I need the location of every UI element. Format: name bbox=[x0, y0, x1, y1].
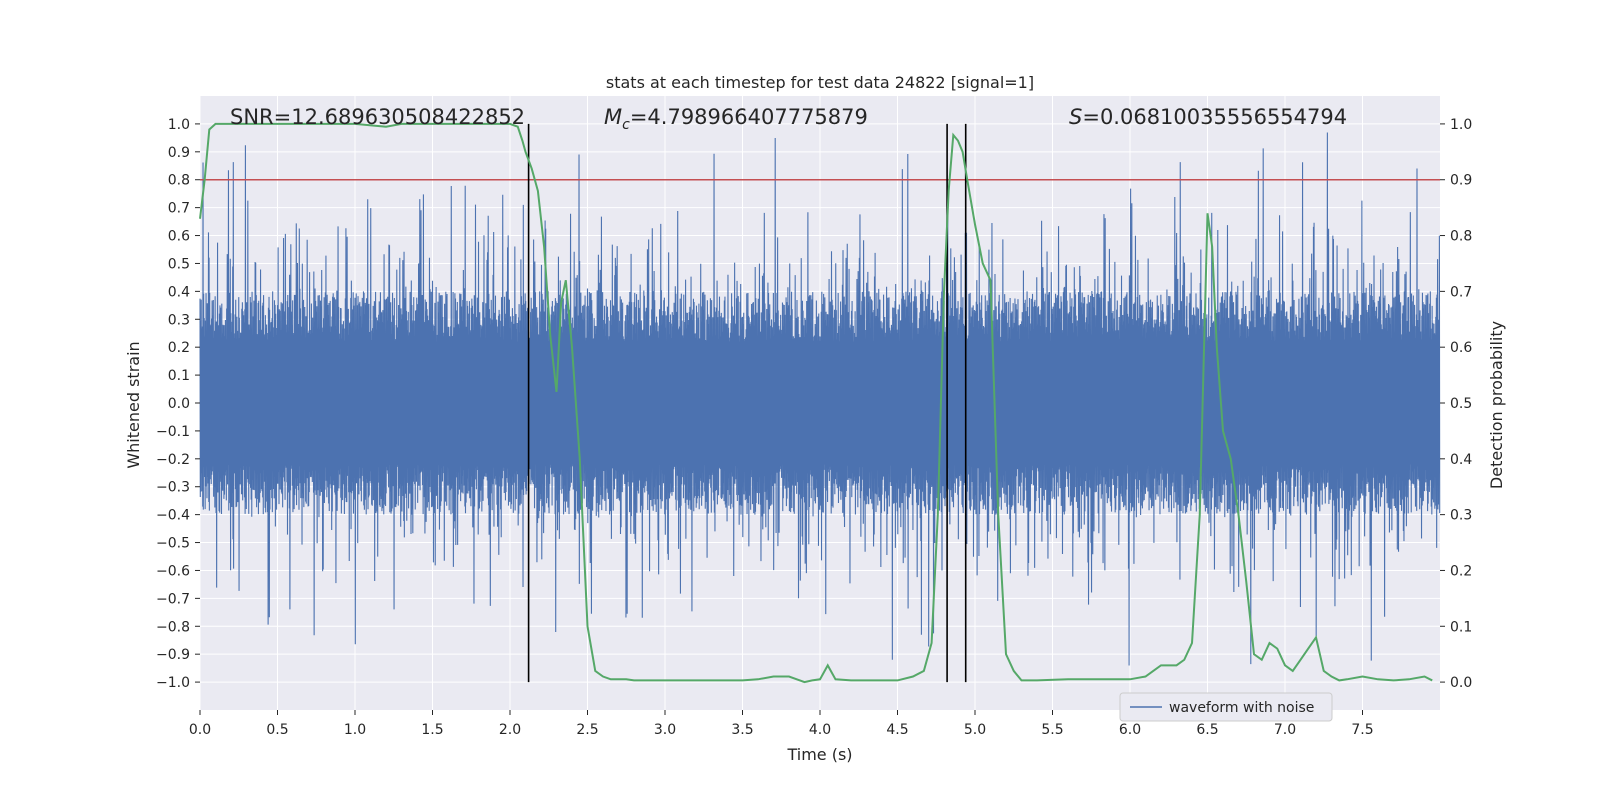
y-left-tick-label: 0.9 bbox=[168, 145, 190, 161]
y-left-tick-label: −0.4 bbox=[156, 508, 190, 524]
legend: waveform with noise bbox=[1119, 692, 1333, 722]
y-left-tick-label: −0.3 bbox=[156, 480, 190, 496]
chirp-mass-symbol: M bbox=[604, 105, 622, 129]
y-left-tick-label: 0.3 bbox=[168, 312, 190, 328]
x-tick-label: 2.5 bbox=[576, 722, 598, 738]
y-right-tick-label: 0.1 bbox=[1450, 619, 1472, 635]
x-tick-label: 6.0 bbox=[1119, 722, 1141, 738]
y-left-tick-label: −0.2 bbox=[156, 452, 190, 468]
y-left-tick-label: −0.9 bbox=[156, 647, 190, 663]
x-tick-label: 2.0 bbox=[499, 722, 521, 738]
y-left-tick-label: −0.7 bbox=[156, 591, 190, 607]
x-tick-label: 0.5 bbox=[266, 722, 288, 738]
x-tick-label: 5.5 bbox=[1041, 722, 1063, 738]
x-tick-label: 4.5 bbox=[886, 722, 908, 738]
snr-annotation: SNR=12.689630508422852 bbox=[230, 105, 525, 129]
legend-label-waveform: waveform with noise bbox=[1169, 700, 1314, 716]
y-right-tick-label: 0.7 bbox=[1450, 284, 1472, 300]
y-right-tick-label: 0.2 bbox=[1450, 563, 1472, 579]
y-right-tick-label: 0.8 bbox=[1450, 229, 1472, 245]
y-right-tick-label: 0.4 bbox=[1450, 452, 1472, 468]
legend-box bbox=[1119, 692, 1333, 722]
y-left-tick-label: −0.8 bbox=[156, 619, 190, 635]
x-tick-label: 3.5 bbox=[731, 722, 753, 738]
chart-title: stats at each timestep for test data 248… bbox=[606, 73, 1034, 92]
x-tick-label: 7.5 bbox=[1351, 722, 1373, 738]
y-right-tick-label: 0.3 bbox=[1450, 508, 1472, 524]
s-annotation: S=0.06810035556554794 bbox=[1069, 105, 1347, 129]
x-tick-label: 1.5 bbox=[421, 722, 443, 738]
x-tick-label: 1.0 bbox=[344, 722, 366, 738]
y-left-tick-label: 0.5 bbox=[168, 256, 190, 272]
y-left-tick-labels: 1.0 0.9 0.8 0.7 0.6 0.5 0.4 0.3 0.2 0.1 0.0 −0.1 −0.… bbox=[156, 117, 200, 691]
detection-probability-line bbox=[199, 122, 1433, 684]
chirp-mass-annotation: Mc=4.798966407775879 bbox=[604, 105, 868, 133]
y-right-axis-label: Detection probability bbox=[1487, 321, 1506, 489]
y-right-tick-label: 0.6 bbox=[1450, 340, 1472, 356]
y-left-axis-label: Whitened strain bbox=[124, 341, 143, 468]
y-left-tick-label: 0.2 bbox=[168, 340, 190, 356]
x-tick-label: 7.0 bbox=[1274, 722, 1296, 738]
y-right-tick-labels: 1.0 0.9 0.8 0.7 0.6 0.5 0.4 0.3 0.2 0.1 0.0 bbox=[1440, 117, 1472, 691]
x-tick-label: 4.0 bbox=[809, 722, 831, 738]
y-right-tick-label: 1.0 bbox=[1450, 117, 1472, 133]
x-tick-labels: 0.0 0.5 1.0 1.5 2.0 2.5 3.0 3.5 4.0 4.5 5.0 5.5 6.0 6… bbox=[189, 710, 1374, 738]
y-left-tick-label: −0.6 bbox=[156, 563, 190, 579]
x-tick-label: 3.0 bbox=[654, 722, 676, 738]
y-left-tick-label: −0.1 bbox=[156, 424, 190, 440]
y-right-tick-label: 0.0 bbox=[1450, 675, 1472, 691]
y-right-tick-label: 0.9 bbox=[1450, 173, 1472, 189]
chirp-mass-value: =4.798966407775879 bbox=[630, 105, 868, 129]
x-tick-label: 0.0 bbox=[189, 722, 211, 738]
x-tick-label: 6.5 bbox=[1196, 722, 1218, 738]
y-left-tick-label: 0.8 bbox=[168, 173, 190, 189]
y-left-tick-label: 0.0 bbox=[168, 396, 190, 412]
y-left-tick-label: 1.0 bbox=[168, 117, 190, 133]
x-axis-label: Time (s) bbox=[786, 745, 852, 764]
s-value: =0.06810035556554794 bbox=[1082, 105, 1347, 129]
x-tick-label: 5.0 bbox=[964, 722, 986, 738]
y-left-tick-label: 0.7 bbox=[168, 201, 190, 217]
waveform-with-noise-line bbox=[199, 132, 1441, 666]
y-right-tick-label: 0.5 bbox=[1450, 396, 1472, 412]
y-left-tick-label: −0.5 bbox=[156, 536, 190, 552]
chirp-mass-subscript: c bbox=[622, 117, 630, 133]
y-left-tick-label: 0.4 bbox=[168, 284, 190, 300]
y-left-tick-label: 0.6 bbox=[168, 229, 190, 245]
s-symbol: S bbox=[1069, 105, 1082, 129]
y-left-tick-label: −1.0 bbox=[156, 675, 190, 691]
y-left-tick-label: 0.1 bbox=[168, 368, 190, 384]
